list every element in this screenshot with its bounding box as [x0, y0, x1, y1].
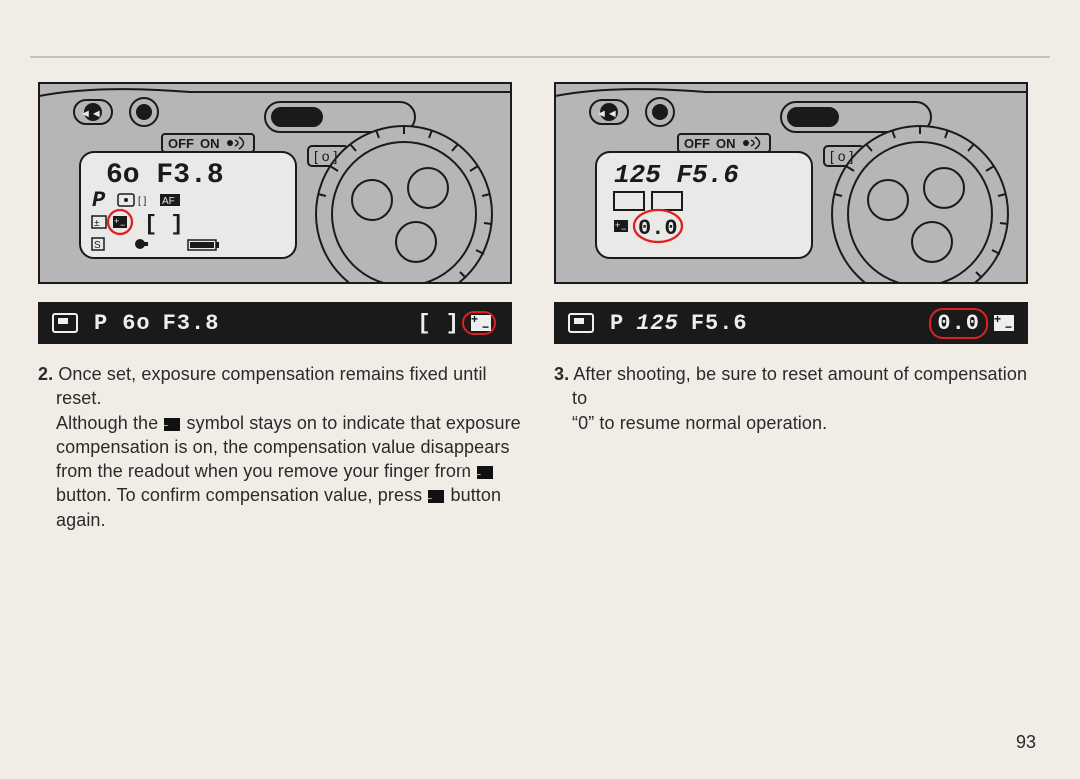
vf-ev-value-circled: 0.0	[929, 308, 988, 339]
svg-text:AF: AF	[162, 196, 175, 207]
svg-text:ON: ON	[200, 136, 220, 151]
step-3-text: 3. After shooting, be sure to reset amou…	[554, 362, 1042, 435]
svg-text:OFF: OFF	[684, 136, 710, 151]
vf-ev-indicator-circled	[462, 311, 496, 335]
page-number: 93	[1016, 732, 1036, 753]
top-rule	[30, 56, 1050, 58]
svg-text:S: S	[94, 240, 101, 251]
svg-text:+: +	[114, 216, 119, 226]
viewfinder-readout-step-3: P 125 F5.6 0.0	[554, 302, 1028, 344]
step-2-text: 2. Once set, exposure compensation remai…	[38, 362, 526, 532]
vf-shutter: 125	[636, 311, 679, 336]
exposure-comp-icon	[471, 315, 491, 331]
vf-aperture: F3.8	[163, 311, 220, 336]
svg-text:[ o ]: [ o ]	[830, 148, 853, 164]
svg-text:P: P	[92, 188, 106, 213]
svg-text:125 F5.6: 125 F5.6	[614, 160, 739, 190]
exposure-comp-icon	[477, 466, 493, 479]
vf-mode: P	[610, 311, 624, 336]
svg-text:−: −	[621, 224, 626, 234]
figure-step-3: OFF ON [ o ] ◄◄ 125 F5.6	[554, 82, 1028, 284]
viewfinder-readout-step-2: P 6o F3.8 [ ]	[38, 302, 512, 344]
exposure-comp-icon	[428, 490, 444, 503]
left-column: OFF ON [ o ] ◄◄ 6o F3.8 P	[38, 82, 526, 550]
svg-text:[ ]: [ ]	[144, 212, 184, 237]
svg-text:◄◄: ◄◄	[80, 108, 102, 120]
manual-page: OFF ON [ o ] ◄◄ 6o F3.8 P	[0, 0, 1080, 779]
af-area-icon	[52, 313, 78, 333]
af-area-icon	[568, 313, 594, 333]
svg-text:[ ]: [ ]	[138, 196, 147, 207]
vf-ev-brackets: [ ]	[417, 311, 460, 336]
svg-text:−: −	[120, 220, 125, 230]
right-column: OFF ON [ o ] ◄◄ 125 F5.6	[554, 82, 1042, 550]
exposure-comp-icon	[164, 418, 180, 431]
svg-text:±: ±	[94, 218, 100, 229]
vf-aperture: F5.6	[691, 311, 748, 336]
svg-text:◄◄: ◄◄	[596, 108, 618, 120]
svg-text:+: +	[615, 220, 620, 230]
vf-shutter: 6o	[122, 311, 150, 336]
exposure-comp-icon	[994, 315, 1014, 331]
columns: OFF ON [ o ] ◄◄ 6o F3.8 P	[38, 82, 1042, 550]
svg-text:[ o ]: [ o ]	[314, 148, 337, 164]
svg-text:ON: ON	[716, 136, 736, 151]
vf-mode: P	[94, 311, 108, 336]
svg-text:0.0: 0.0	[638, 216, 678, 241]
step-number: 3.	[554, 364, 569, 384]
step-number: 2.	[38, 364, 53, 384]
svg-text:6o F3.8: 6o F3.8	[106, 160, 224, 191]
vf-ev-value: 0.0	[937, 311, 980, 336]
figure-step-2: OFF ON [ o ] ◄◄ 6o F3.8 P	[38, 82, 512, 284]
svg-text:OFF: OFF	[168, 136, 194, 151]
